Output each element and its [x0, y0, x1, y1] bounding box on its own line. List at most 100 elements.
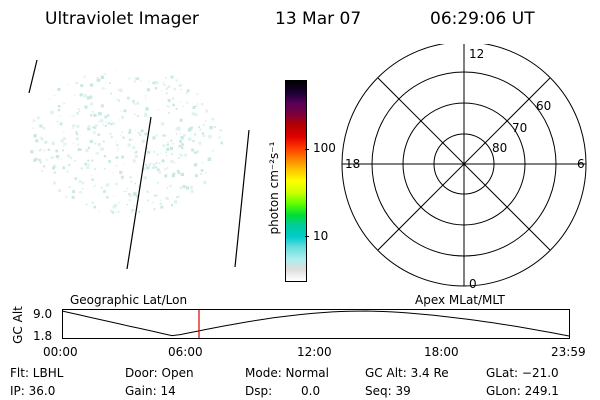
emission-pixel [178, 172, 181, 175]
emission-pixel [39, 161, 42, 164]
emission-pixel [186, 101, 189, 104]
colorbar-tick-100: 100 [313, 141, 336, 155]
emission-pixel [94, 142, 97, 145]
emission-pixel [218, 136, 221, 139]
x-tick-2359: 23:59 [551, 345, 586, 359]
emission-pixel [100, 187, 103, 189]
emission-pixel [167, 99, 171, 102]
emission-pixel [103, 190, 106, 193]
polar-grid: 12 18 6 0 60 70 80 [341, 44, 587, 290]
emission-pixel [129, 176, 132, 179]
emission-pixel [89, 139, 93, 144]
emission-pixel [60, 139, 64, 143]
emission-pixel [84, 105, 88, 109]
emission-pixel [180, 136, 184, 140]
emission-pixel [163, 83, 166, 86]
emission-pixel [138, 210, 141, 213]
emission-pixel [116, 143, 119, 147]
emission-pixel [171, 173, 176, 178]
emission-pixel [140, 129, 144, 133]
emission-pixel [173, 162, 176, 164]
emission-pixel [87, 125, 91, 128]
emission-pixel [205, 109, 209, 113]
emission-pixel [87, 159, 90, 162]
alt-plot-y-tick-low: 1.8 [33, 329, 53, 343]
emission-pixel [130, 211, 133, 214]
emission-pixel [196, 150, 200, 153]
emission-pixel [66, 84, 69, 86]
emission-pixel [128, 131, 132, 134]
emission-pixel [112, 172, 114, 173]
emission-pixel [155, 166, 158, 169]
alt-plot-right-title: Apex MLat/MLT [415, 293, 505, 307]
status-glon: GLon: 249.1 [486, 384, 559, 398]
emission-pixel [63, 143, 66, 146]
emission-pixel [173, 200, 178, 204]
emission-pixel [127, 96, 130, 100]
emission-pixel [131, 209, 134, 212]
emission-pixel [167, 167, 169, 169]
emission-pixel [134, 152, 136, 154]
emission-pixel [42, 126, 46, 130]
emission-pixel [100, 119, 104, 123]
emission-pixel [201, 162, 204, 164]
emission-pixel [35, 139, 39, 143]
emission-pixel [97, 142, 101, 147]
emission-pixel [91, 159, 94, 162]
emission-pixel [78, 180, 82, 183]
x-tick-1800: 18:00 [424, 345, 459, 359]
emission-pixel [122, 136, 125, 139]
emission-pixel [190, 186, 193, 190]
emission-pixel [186, 92, 188, 94]
meridian-line-2 [126, 116, 152, 270]
emission-pixel [200, 169, 204, 172]
emission-pixel [145, 95, 147, 97]
emission-pixel [124, 163, 126, 165]
emission-pixel [147, 199, 149, 202]
emission-pixel [135, 129, 137, 131]
emission-pixel [63, 167, 65, 169]
emission-pixel [178, 157, 180, 159]
emission-pixel [150, 162, 152, 165]
emission-pixel [136, 77, 140, 81]
emission-pixel [202, 134, 206, 138]
status-dsp-label: Dsp: [245, 384, 273, 398]
emission-pixel [179, 140, 182, 143]
emission-pixel [169, 184, 172, 187]
emission-pixel [103, 140, 105, 143]
emission-pixel [84, 162, 88, 166]
emission-pixel [90, 114, 93, 117]
emission-pixel [135, 77, 137, 80]
emission-pixel [59, 115, 61, 117]
emission-pixel [81, 188, 84, 190]
emission-pixel [190, 189, 194, 193]
emission-pixel [154, 87, 158, 90]
emission-pixel [160, 205, 164, 209]
emission-pixel [153, 195, 156, 197]
emission-pixel [98, 210, 100, 212]
emission-pixel [168, 112, 170, 114]
emission-pixel [131, 139, 134, 141]
emission-pixel [192, 126, 194, 128]
emission-pixel [86, 96, 90, 100]
emission-pixel [34, 157, 38, 161]
emission-pixel [134, 103, 137, 105]
emission-pixel [182, 185, 186, 189]
emission-pixel [103, 155, 107, 158]
mlt-label-0: 0 [469, 277, 477, 290]
emission-pixel [166, 155, 168, 157]
emission-pixel [135, 194, 139, 198]
emission-pixel [147, 81, 150, 83]
emission-pixel [110, 92, 112, 95]
emission-pixel [150, 122, 152, 124]
emission-pixel [179, 132, 181, 134]
emission-pixel [194, 163, 198, 167]
emission-pixel [179, 153, 182, 156]
emission-pixel [33, 158, 37, 162]
emission-pixel [98, 121, 100, 123]
emission-pixel [75, 82, 77, 84]
emission-pixel [132, 146, 136, 150]
emission-pixel [82, 182, 85, 185]
emission-pixel [58, 189, 62, 192]
emission-pixel [53, 94, 56, 96]
